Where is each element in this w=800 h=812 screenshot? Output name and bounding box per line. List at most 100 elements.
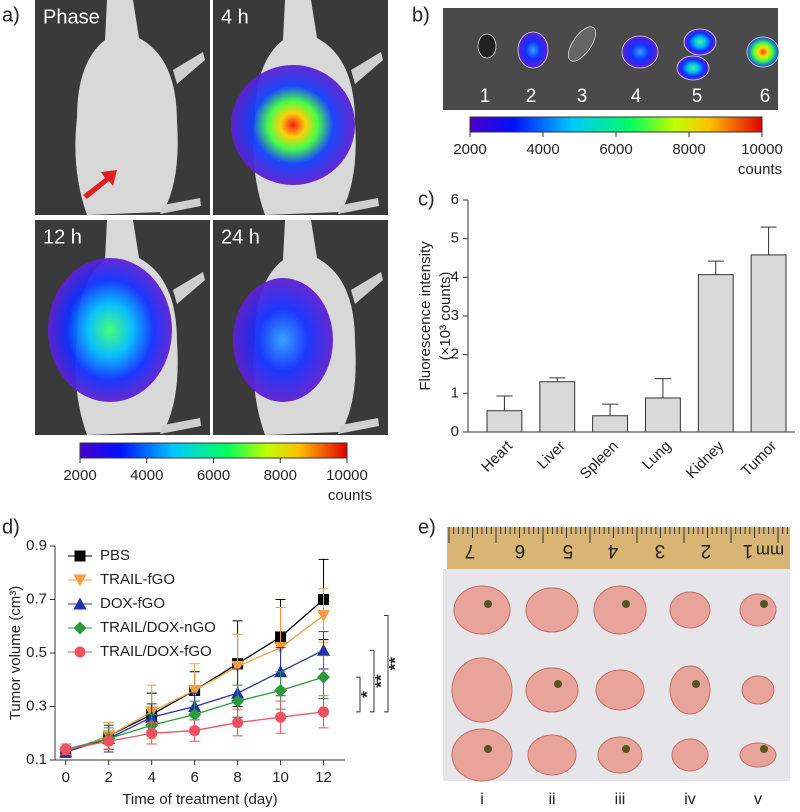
colorbar-tick-label: 10000 xyxy=(326,467,368,484)
significance-label: ** xyxy=(371,674,390,688)
error-bar xyxy=(496,395,513,411)
legend-marker xyxy=(73,597,87,610)
significance-bracket xyxy=(356,676,361,713)
organ-number: 6 xyxy=(760,86,771,107)
tumor-spot xyxy=(692,680,700,688)
error-bar xyxy=(602,403,619,416)
x-tick-label: 6 xyxy=(190,769,198,786)
tumor-spot xyxy=(760,745,768,753)
organ xyxy=(477,33,497,59)
panel-label: d) xyxy=(2,516,20,538)
organ xyxy=(683,28,717,56)
data-point xyxy=(318,706,330,718)
colorbar-tick-label: 2000 xyxy=(63,467,96,484)
tumor xyxy=(669,665,711,715)
x-tick-label: 10 xyxy=(272,769,289,786)
tumor xyxy=(597,736,643,774)
significance-bracket xyxy=(384,615,389,713)
y-axis-label: Fluorescence intensity xyxy=(417,241,434,391)
organ-number: 5 xyxy=(692,86,703,107)
legend-label: PBS xyxy=(100,547,130,564)
mouse-body xyxy=(75,0,178,215)
organ xyxy=(676,55,710,81)
arrow xyxy=(83,170,117,199)
organ-number: 2 xyxy=(526,86,537,107)
bar xyxy=(644,397,681,433)
significance-bracket xyxy=(370,649,375,713)
data-point xyxy=(317,643,331,656)
error-bar xyxy=(707,260,724,275)
data-point xyxy=(60,743,72,755)
organ xyxy=(746,36,780,68)
legend-label: TRAIL/DOX-nGO xyxy=(100,619,216,636)
x-axis-label: Time of treatment (day) xyxy=(122,791,277,808)
tumor xyxy=(741,675,775,705)
tumor-spot xyxy=(484,745,492,753)
y-tick-label: 2 xyxy=(451,346,459,363)
x-tick-label: Kidney xyxy=(683,437,728,482)
tumor-spot xyxy=(484,600,492,608)
significance-label: * xyxy=(357,691,376,698)
colorbar xyxy=(79,442,348,459)
fluorescence-signal xyxy=(231,65,355,185)
tumor xyxy=(525,587,579,633)
colorbar-unit: counts xyxy=(738,161,782,178)
bar xyxy=(592,415,629,433)
organ xyxy=(517,31,549,69)
legend-label: TRAIL-fGO xyxy=(100,571,175,588)
organ xyxy=(567,26,597,62)
organ xyxy=(621,35,659,69)
colorbar-tick-label: 10000 xyxy=(741,141,783,158)
tumor-spot xyxy=(760,600,768,608)
data-point xyxy=(103,735,115,747)
colorbar-tick-label: 4000 xyxy=(526,141,559,158)
imaging-tile: 4 h xyxy=(213,0,388,215)
data-point xyxy=(146,727,158,739)
tumor-spot xyxy=(622,745,630,753)
fluorescence-signal xyxy=(48,258,172,402)
colorbar-tick-label: 2000 xyxy=(453,141,486,158)
group-label: ii xyxy=(548,791,555,808)
x-tick-label: 2 xyxy=(105,769,113,786)
imaging-tile: 24 h xyxy=(213,220,388,435)
data-point xyxy=(189,725,201,737)
ruler-unit: mm xyxy=(756,542,784,561)
data-point xyxy=(317,670,331,684)
x-tick-label: Spleen xyxy=(577,438,622,483)
tumor xyxy=(525,667,579,713)
tumor xyxy=(451,728,513,782)
panel-label: c) xyxy=(418,188,435,210)
colorbar-tick-label: 8000 xyxy=(264,467,297,484)
x-tick-label: Lung xyxy=(639,438,675,474)
data-point xyxy=(231,660,245,673)
colorbar xyxy=(469,116,763,133)
legend-marker xyxy=(73,621,87,635)
colorbar-unit: counts xyxy=(328,487,372,504)
legend-marker xyxy=(73,574,87,587)
imaging-tile: 12 h xyxy=(35,220,210,435)
tumor-spot xyxy=(554,680,562,688)
x-tick-label: Tumor xyxy=(738,438,780,480)
x-tick-label: 8 xyxy=(233,769,241,786)
bar xyxy=(750,254,787,433)
tile-label: Phase xyxy=(43,6,100,28)
y-axis-label: (×10³ counts) xyxy=(437,272,454,361)
panel-label: b) xyxy=(412,4,430,26)
data-point xyxy=(231,694,245,708)
legend-label: DOX-fGO xyxy=(100,595,165,612)
tumor xyxy=(739,593,777,627)
tile-label: 12 h xyxy=(43,226,82,248)
legend-label: TRAIL/DOX-fGO xyxy=(100,643,212,660)
tumor xyxy=(595,669,645,711)
data-point xyxy=(188,684,202,697)
fluorescence-signal xyxy=(233,278,333,402)
y-tick-label: 0.1 xyxy=(26,751,47,768)
tile-label: 24 h xyxy=(221,226,260,248)
organ-image xyxy=(443,8,778,110)
x-tick-label: 4 xyxy=(147,769,155,786)
ruler-number: 7 xyxy=(465,540,476,561)
colorbar-tick-label: 8000 xyxy=(672,141,705,158)
x-tick-label: 12 xyxy=(315,769,332,786)
x-tick-label: 0 xyxy=(62,769,70,786)
data-point xyxy=(232,717,244,729)
